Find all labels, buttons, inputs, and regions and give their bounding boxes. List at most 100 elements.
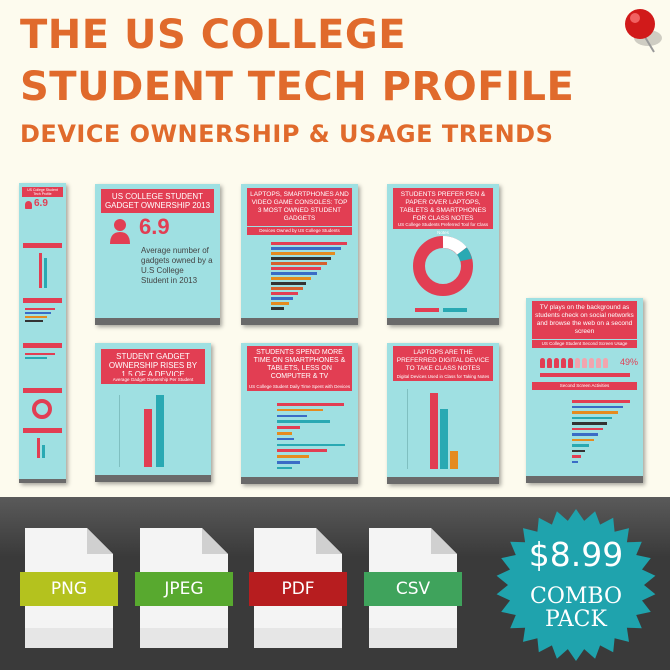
- mini-bar: [572, 438, 594, 441]
- file-format-label: PDF: [249, 572, 347, 606]
- mini-bar: [277, 426, 300, 429]
- strip-person-icon: [25, 201, 32, 209]
- mini-bar: [277, 432, 293, 435]
- mini-bar: [271, 302, 289, 305]
- person-icon: [603, 358, 608, 368]
- strip-stat: 6.9: [34, 198, 48, 209]
- person-icon: [554, 358, 559, 368]
- mini-bar: [277, 437, 294, 441]
- slide-1-stat: 6.9: [139, 214, 170, 239]
- price-label: $8.99: [528, 535, 624, 574]
- mini-bar: [271, 247, 342, 250]
- person-icon: [582, 358, 587, 368]
- people-icons: [540, 358, 612, 370]
- slide-2-title: LAPTOPS, SMARTPHONES AND VIDEO GAME CONS…: [247, 188, 352, 226]
- combo-line-2: PACK: [545, 607, 607, 632]
- mini-bar: [271, 257, 331, 260]
- mini-bar: [271, 272, 318, 275]
- bar-laptop: [430, 393, 438, 469]
- combo-line-1: COMBO: [529, 584, 622, 609]
- slide-4-bar-chart: [572, 400, 636, 466]
- mini-bar: [271, 242, 347, 245]
- slide-6-subtitle: US College Student Daily Time Spent with…: [247, 383, 352, 391]
- mini-bar: [271, 292, 299, 295]
- file-format-label: PNG: [20, 572, 118, 606]
- slide-devices-owned[interactable]: LAPTOPS, SMARTPHONES AND VIDEO GAME CONS…: [241, 184, 358, 325]
- mini-bar: [277, 449, 328, 452]
- bar-2012: [144, 409, 152, 467]
- person-icon: [561, 358, 566, 368]
- person-icon: [568, 358, 573, 368]
- file-format-csv[interactable]: CSV: [364, 528, 462, 648]
- mini-bar: [572, 455, 581, 458]
- bar-tablet: [440, 409, 448, 469]
- mini-bar: [271, 297, 294, 300]
- title-line-2: STUDENT TECH PROFILE: [20, 64, 575, 110]
- slide-6-bar-chart: [277, 403, 353, 473]
- mini-bar: [271, 287, 303, 290]
- slide-7-title: LAPTOPS ARE THE PREFERRED DIGITAL DEVICE…: [393, 346, 493, 376]
- mini-bar: [277, 466, 293, 470]
- person-icon: [596, 358, 601, 368]
- slide-notes-devices[interactable]: LAPTOPS ARE THE PREFERRED DIGITAL DEVICE…: [387, 343, 499, 484]
- slide-gadget-ownership[interactable]: US COLLEGE STUDENT GADGET OWNERSHIP 2013…: [95, 184, 220, 325]
- slide-2-bar-chart: [271, 242, 351, 312]
- slide-4-percentage: 49%: [620, 357, 639, 367]
- slide-3-subtitle: US College Students Preferred Tool for C…: [393, 221, 493, 235]
- price-badge-icon: [496, 509, 656, 661]
- person-icon: [575, 358, 580, 368]
- mini-bar: [277, 408, 323, 412]
- mini-bar: [277, 420, 331, 423]
- slide-1-desc: Average number of gadgets owned by a U.S…: [141, 246, 213, 285]
- slide-second-screen[interactable]: TV plays on the background as students c…: [526, 298, 643, 483]
- mini-bar: [572, 405, 624, 408]
- slide-7-subtitle: Digital Devices Used in Class for Taking…: [393, 373, 493, 381]
- mini-bar: [277, 414, 308, 418]
- strip-title: US College Student Tech Profile: [22, 187, 63, 197]
- slide-6-title: STUDENTS SPEND MORE TIME ON SMARTPHONES …: [247, 346, 352, 384]
- person-icon: [547, 358, 552, 368]
- file-format-png[interactable]: PNG: [20, 528, 118, 648]
- mini-bar: [572, 449, 585, 452]
- mini-bar: [572, 427, 603, 430]
- bar-2013: [156, 395, 164, 467]
- mini-bar: [271, 282, 307, 285]
- title-line-3: DEVICE OWNERSHIP & USAGE TRENDS: [20, 120, 554, 148]
- mini-bar: [572, 422, 608, 425]
- mini-bar: [277, 461, 300, 464]
- slide-4-title: TV plays on the background as students c…: [532, 301, 637, 339]
- mini-bar: [271, 262, 327, 265]
- file-format-label: JPEG: [135, 572, 233, 606]
- slide-3-title: STUDENTS PREFER PEN & PAPER OVER LAPTOPS…: [393, 188, 493, 226]
- mini-bar: [271, 277, 311, 280]
- slide-2-subtitle: Devices Owned by US College Students: [247, 227, 352, 235]
- slide-1-title: US COLLEGE STUDENT GADGET OWNERSHIP 2013: [101, 189, 214, 213]
- file-format-pdf[interactable]: PDF: [249, 528, 347, 648]
- slide-strip[interactable]: US College Student Tech Profile 6.9: [19, 183, 66, 483]
- person-icon: [110, 219, 130, 244]
- mini-bar: [277, 403, 344, 406]
- mini-bar: [572, 444, 589, 447]
- preview-area: THE US COLLEGE STUDENT TECH PROFILE DEVI…: [19, 9, 662, 484]
- mini-bar: [572, 411, 619, 414]
- donut-chart: [413, 236, 473, 296]
- mini-bar: [277, 455, 309, 458]
- bar-smartphone: [450, 451, 458, 469]
- slide-ownership-rise[interactable]: STUDENT GADGET OWNERSHIP RISES BY 1.5 OF…: [95, 343, 211, 482]
- person-icon: [540, 358, 545, 368]
- file-format-jpeg[interactable]: JPEG: [135, 528, 233, 648]
- mini-bar: [271, 267, 321, 270]
- mini-bar: [271, 252, 335, 255]
- mini-bar: [572, 416, 612, 419]
- slide-class-notes-tools[interactable]: STUDENTS PREFER PEN & PAPER OVER LAPTOPS…: [387, 184, 499, 325]
- person-icon: [589, 358, 594, 368]
- mini-bar: [572, 433, 598, 436]
- mini-bar: [277, 443, 346, 447]
- mini-bar: [271, 307, 284, 310]
- mini-bar: [572, 400, 630, 403]
- title-line-1: THE US COLLEGE: [20, 12, 407, 58]
- combo-pack-label: COMBO PACK: [487, 585, 665, 631]
- slide-daily-time[interactable]: STUDENTS SPEND MORE TIME ON SMARTPHONES …: [241, 343, 358, 484]
- slide-4-subtitle: US College Student Second Screen Usage: [532, 340, 637, 348]
- file-format-label: CSV: [364, 572, 462, 606]
